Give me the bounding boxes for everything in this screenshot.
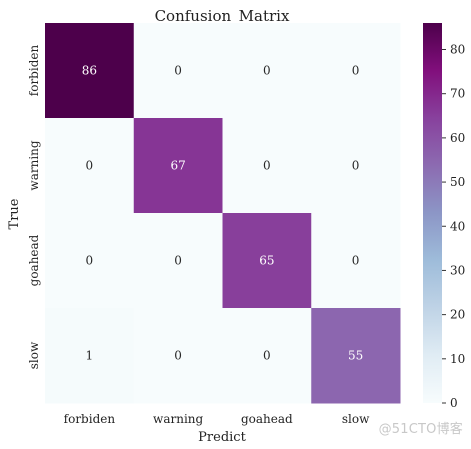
heatmap-cell-r0-c2: [222, 23, 312, 119]
heatmap-cell-r2-c0: [45, 213, 135, 309]
y-axis-label: True: [7, 198, 22, 229]
heatmap-cell-r3-c3: [311, 308, 401, 404]
x-tick-label-goahead: goahead: [241, 412, 293, 426]
heatmap-cell-r1-c1: [133, 118, 223, 214]
y-tick-label-slow: slow: [27, 341, 41, 369]
cell-value-label: 0: [174, 349, 182, 363]
cell-value-label: 0: [174, 254, 182, 268]
cell-value-label: 55: [348, 349, 363, 363]
heatmap-cell-r2-c1: [133, 213, 223, 309]
colorbar-tick-label: 70: [450, 87, 465, 101]
cell-value-label: 65: [259, 254, 274, 268]
cell-value-label: 0: [263, 159, 271, 173]
x-axis-label: Predict: [198, 430, 246, 445]
cell-value-label: 0: [174, 64, 182, 78]
heatmap-cells: 86 0 0 0 0 67 0 0 0 0 65 0 1 0 0 55: [45, 23, 401, 404]
colorbar-tick-label: 20: [450, 308, 465, 322]
colorbar-tick-label: 50: [450, 175, 465, 189]
heatmap-cell-r2-c3: [311, 213, 401, 309]
x-tick-label-forbiden: forbiden: [64, 412, 116, 426]
x-tick-label-warning: warning: [153, 412, 203, 426]
colorbar-tick-label: 10: [450, 352, 465, 366]
colorbar-tick-label: 40: [450, 219, 465, 233]
heatmap-cell-r2-c2: [222, 213, 312, 309]
heatmap-cell-r1-c3: [311, 118, 401, 214]
cell-value-label: 0: [352, 64, 360, 78]
colorbar: [423, 23, 442, 403]
colorbar-tick-label: 30: [450, 263, 465, 277]
heatmap-cell-r0-c0: [45, 23, 135, 119]
heatmap-cell-r3-c1: [133, 308, 223, 404]
cell-value-label: 0: [263, 64, 271, 78]
watermark-text: @51CTO博客: [378, 422, 463, 437]
cell-value-label: 67: [170, 159, 185, 173]
cell-value-label: 0: [263, 349, 271, 363]
x-tick-labels: forbiden warning goahead slow: [64, 412, 370, 426]
heatmap-cell-r1-c0: [45, 118, 135, 214]
y-tick-labels: forbiden warning goahead slow: [27, 45, 41, 370]
heatmap-cell-r3-c0: [45, 308, 135, 404]
cell-value-label: 1: [86, 349, 94, 363]
heatmap-cell-r1-c2: [222, 118, 312, 214]
chart-title: Confusion_Matrix: [155, 7, 290, 25]
cell-value-label: 0: [86, 254, 94, 268]
cell-value-label: 0: [352, 254, 360, 268]
y-tick-label-goahead: goahead: [27, 234, 41, 286]
heatmap-cell-r0-c3: [311, 23, 401, 119]
cell-value-label: 86: [82, 64, 97, 78]
cell-value-label: 0: [352, 159, 360, 173]
heatmap-cell-r3-c2: [222, 308, 312, 404]
colorbar-ticks: 0 10 20 30 40 50 60 70 80: [442, 43, 465, 410]
heatmap-cell-r0-c1: [133, 23, 223, 119]
y-tick-label-forbiden: forbiden: [27, 45, 41, 97]
colorbar-tick-label: 60: [450, 131, 465, 145]
colorbar-tick-label: 0: [450, 396, 458, 410]
y-tick-label-warning: warning: [27, 140, 41, 190]
x-tick-label-slow: slow: [342, 412, 370, 426]
cell-value-label: 0: [86, 159, 94, 173]
colorbar-tick-label: 80: [450, 43, 465, 57]
